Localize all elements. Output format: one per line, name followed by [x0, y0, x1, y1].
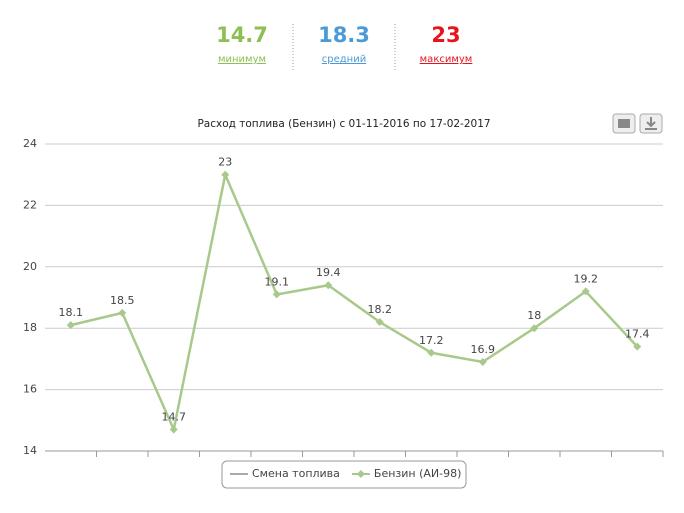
print-button[interactable] — [612, 113, 636, 134]
download-button[interactable] — [639, 113, 663, 134]
y-tick-label: 22 — [23, 198, 37, 211]
marker — [324, 281, 333, 290]
marker — [633, 342, 642, 351]
marker — [118, 308, 127, 317]
stat-value: 14.7 — [216, 23, 268, 47]
legend-marker[interactable] — [356, 470, 365, 478]
marker — [530, 324, 539, 333]
marker — [581, 287, 590, 296]
line — [70, 170, 639, 434]
y-tick-label: 14 — [23, 444, 37, 457]
marker — [427, 348, 436, 357]
stat-label[interactable]: максимум — [420, 54, 473, 65]
legend-box — [221, 460, 467, 489]
data-label: 19.2 — [574, 272, 599, 285]
data-label: 23 — [218, 156, 232, 169]
data-label: 14.7 — [162, 411, 187, 424]
data-label: 19.4 — [316, 266, 341, 279]
stat-label[interactable]: средний — [322, 54, 366, 65]
legend-label[interactable]: Смена топлива — [252, 467, 340, 480]
y-tick-label: 24 — [23, 137, 37, 150]
data-label: 18 — [527, 309, 541, 322]
marker — [169, 425, 178, 434]
stat-value: 18.3 — [318, 23, 370, 47]
data-label: 19.1 — [265, 275, 290, 288]
marker — [66, 321, 75, 330]
legend-label[interactable]: Бензин (АИ-98) — [374, 467, 462, 480]
data-label: 16.9 — [471, 343, 496, 356]
data-label: 18.5 — [110, 294, 135, 307]
stat-value: 23 — [431, 23, 460, 47]
marker — [375, 318, 384, 327]
data-label: 18.2 — [368, 303, 393, 316]
y-tick-label: 18 — [23, 321, 37, 334]
data-label: 17.2 — [419, 334, 444, 347]
marker — [478, 357, 487, 366]
data-label: 18.1 — [59, 306, 84, 319]
y-tick-label: 20 — [23, 260, 37, 273]
stat-label[interactable]: минимум — [218, 54, 266, 65]
marker — [272, 290, 281, 299]
marker — [221, 170, 230, 179]
y-tick-label: 16 — [23, 383, 37, 396]
data-label: 17.4 — [625, 328, 650, 341]
chart-title: Расход топлива (Бензин) с 01-11-2016 по … — [197, 118, 490, 130]
